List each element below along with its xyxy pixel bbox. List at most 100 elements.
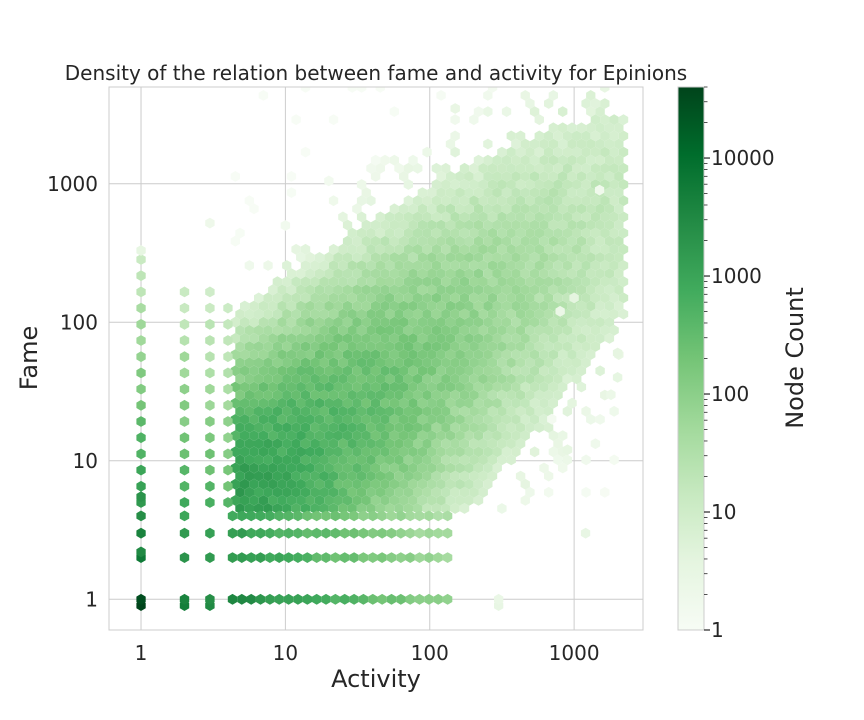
hexbin-cell <box>469 243 479 255</box>
hexbin-cell <box>534 162 544 174</box>
hexbin-cell <box>600 87 610 93</box>
hexbin-cell <box>413 341 423 352</box>
hexbin-cell <box>459 438 470 450</box>
hexbin-cell <box>223 416 233 427</box>
hexbin-cell <box>529 365 540 377</box>
hexbin-cell <box>506 454 516 466</box>
hexbin-cell <box>445 397 456 409</box>
hexbin-cell <box>302 510 312 522</box>
hexbin-cell <box>501 268 512 279</box>
hexbin-cell <box>396 593 406 605</box>
hexbin-cell <box>464 381 474 393</box>
hexbin-cell <box>478 162 488 174</box>
hexbin-cell <box>544 98 554 109</box>
hexbin-cell <box>548 316 558 328</box>
hexbin-cell <box>366 195 376 207</box>
hexbin-cell <box>356 341 367 352</box>
hexbin-cell <box>525 308 535 320</box>
hexbin-cell <box>338 486 348 498</box>
hexbin-cell <box>305 349 315 360</box>
hexbin-cell <box>529 235 540 247</box>
hexbin-cell <box>385 308 395 320</box>
hexbin-cell <box>567 397 577 409</box>
hexbin-cell <box>254 486 264 498</box>
hexbin-cell <box>300 405 311 417</box>
hexbin-cell <box>558 430 568 441</box>
hexbin-cell <box>473 414 484 425</box>
hexbin-cell <box>356 179 367 190</box>
hexbin-cell <box>604 187 615 198</box>
hexbin-cell <box>328 357 339 369</box>
hexbin-cell <box>347 276 357 288</box>
hexbin-cell <box>377 593 387 605</box>
hexbin-cell <box>459 373 470 385</box>
hexbin-cell <box>179 302 190 314</box>
hexbin-cell <box>310 389 320 401</box>
hexbin-cell <box>377 552 387 563</box>
hexbin-cell <box>478 227 488 239</box>
hexbin-cell <box>534 292 544 304</box>
hexbin-cell <box>263 470 273 482</box>
hexbin-cell <box>286 414 297 425</box>
hexbin-cell <box>427 252 437 263</box>
hexbin-cell <box>314 316 325 328</box>
hexbin-cell <box>483 219 493 231</box>
colorbar-label: Node Count <box>781 287 809 429</box>
hexbin-cell <box>581 276 591 288</box>
hexbin-cell <box>445 349 456 360</box>
hexbin-cell <box>520 203 530 215</box>
hexbin-cell <box>492 365 502 377</box>
hexbin-cell <box>553 211 563 223</box>
hexbin-cell <box>314 252 325 263</box>
hexbin-cell <box>314 397 325 409</box>
hexbin-cell <box>136 335 146 346</box>
hexbin-cell <box>506 276 516 288</box>
hexbin-cell <box>604 300 615 312</box>
hexbin-cell <box>469 470 479 482</box>
hexbin-cell <box>473 300 484 312</box>
hexbin-cell <box>408 349 418 360</box>
hexbin-cell <box>385 373 395 385</box>
hexbin-cell <box>469 324 479 336</box>
hexbin-cell <box>265 527 275 539</box>
hexbin-cell <box>352 252 362 263</box>
hexbin-cell <box>244 405 254 417</box>
hexbin-cell <box>352 203 362 215</box>
hexbin-cell <box>394 470 404 482</box>
hexbin-cell <box>272 438 283 450</box>
hexbin-cell <box>469 162 479 174</box>
hexbin-cell <box>314 462 325 474</box>
hexbin-cell <box>333 462 343 474</box>
hexbin-cell <box>450 179 460 190</box>
hexbin-cell <box>581 162 591 174</box>
hexbin-cell <box>450 308 460 320</box>
hexbin-cell <box>492 381 502 393</box>
hexbin-cell <box>464 219 474 231</box>
hexbin-cell <box>600 98 610 109</box>
hexbin-cell <box>569 292 579 304</box>
hexbin-cell <box>268 430 278 441</box>
colorbar-tick-label: 10 <box>711 500 736 524</box>
hexbin-cell <box>562 454 572 466</box>
hexbin-cell <box>501 414 512 425</box>
hexbin-cell <box>319 454 329 466</box>
hexbin-cell <box>497 389 507 401</box>
hexbin-cell <box>136 448 146 460</box>
hexbin-cell <box>282 341 292 352</box>
hexbin-cell <box>293 552 303 563</box>
hexbin-cell <box>366 162 376 174</box>
hexbin-cell <box>558 154 568 166</box>
hexbin-cell <box>511 252 521 263</box>
hexbin-cell <box>403 162 413 174</box>
hexbin-cell <box>249 316 259 328</box>
hexbin-cell <box>483 478 493 490</box>
hexbin-cell <box>441 454 451 466</box>
hexbin-cell <box>511 381 521 393</box>
hexbin-cell <box>254 438 264 450</box>
hexbin-cell <box>333 397 343 409</box>
hexbin-cell <box>548 349 558 360</box>
hexbin-cell <box>581 405 591 417</box>
hexbin-cell <box>422 276 432 288</box>
hexbin-cell <box>544 389 554 401</box>
hexbin-cell <box>375 341 385 352</box>
